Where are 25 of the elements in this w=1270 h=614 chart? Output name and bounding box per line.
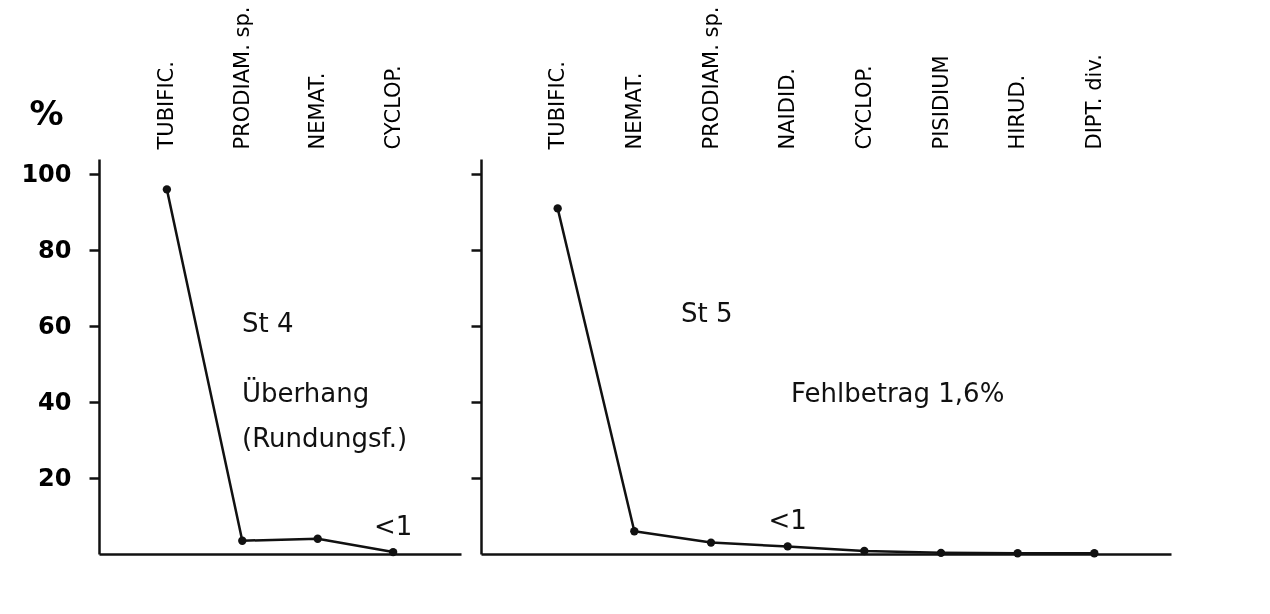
y-axis-title: % [29, 92, 64, 133]
x-tick-label: NEMAT. [621, 72, 646, 150]
y-tick-label: 20 [38, 463, 72, 492]
x-tick-label: NAIDID. [775, 68, 800, 150]
y-tick-label: 60 [38, 311, 72, 340]
annotation: (Rundungsf.) [242, 423, 408, 453]
x-tick-label: TUBIFIC. [154, 61, 179, 151]
annotation: Fehlbetrag 1,6% [791, 378, 1005, 408]
x-tick-label: PRODIAM. sp. [229, 6, 254, 150]
annotation: <1 [373, 511, 413, 542]
x-tick-label: TUBIFIC. [545, 61, 570, 151]
x-tick-label: PRODIAM. sp. [698, 6, 723, 150]
annotation: St 4 [242, 308, 294, 338]
x-tick-label: PISIDIUM [928, 55, 953, 150]
x-tick-label: NEMAT. [305, 72, 330, 150]
annotation: Überhang [242, 377, 370, 408]
x-tick-label: HIRUD. [1005, 74, 1030, 150]
x-tick-label: CYCLOP. [851, 65, 876, 150]
annotation: St 5 [681, 298, 733, 328]
y-tick-label: 100 [21, 159, 72, 188]
annotation: <1 [768, 505, 807, 536]
x-tick-label: DIPT. div. [1081, 54, 1106, 150]
y-tick-label: 80 [38, 235, 72, 264]
y-tick-label: 40 [38, 387, 72, 416]
x-tick-label: CYCLOP. [380, 65, 405, 150]
